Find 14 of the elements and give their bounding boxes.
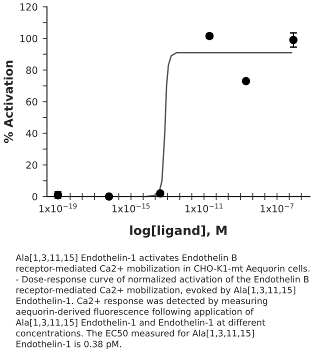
x-tick-label: 1x10$^{−11}$ [186, 204, 223, 212]
y-tick-label: 40 [26, 130, 38, 138]
y-axis-title: % Activation [4, 60, 13, 144]
x-tick-label: 1x10$^{−7}$ [260, 204, 294, 212]
x-axis-title: log[ligand], M [130, 225, 227, 238]
y-tick-label: 20 [26, 161, 38, 169]
x-tick-label: 1x10$^{−19}$ [39, 203, 77, 212]
y-tick-label: 80 [26, 66, 38, 74]
x-tick-label: 1x10$^{−15}$ [112, 204, 150, 212]
y-tick-label: 0 [32, 193, 38, 200]
y-tick-label: 100 [20, 34, 38, 42]
text: Ala[1,3,11,15] Endothelin-1 activates Endothelin B receptor-mediated Ca2+ mobilization in CHO-K1-mt Aequorin cells. - Dose-response curve of normalized activation of the Endothelin B receptor-mediated Ca2+ mobilization, evoked by Ala[1,3,11,15] Endothelin-1. Ca2+ response was detected by measuring aequorin-derived fluorescence following application of Ala[1,3,11,15] Endothelin-1 and Endothelin-1 at different concentrations. The EC50 measured for Ala[1,3,11,15] Endothelin-1 is 0.38 pM. [16, 254, 310, 350]
y-tick-label: 120 [20, 3, 38, 11]
y-tick-label: 60 [26, 98, 38, 106]
